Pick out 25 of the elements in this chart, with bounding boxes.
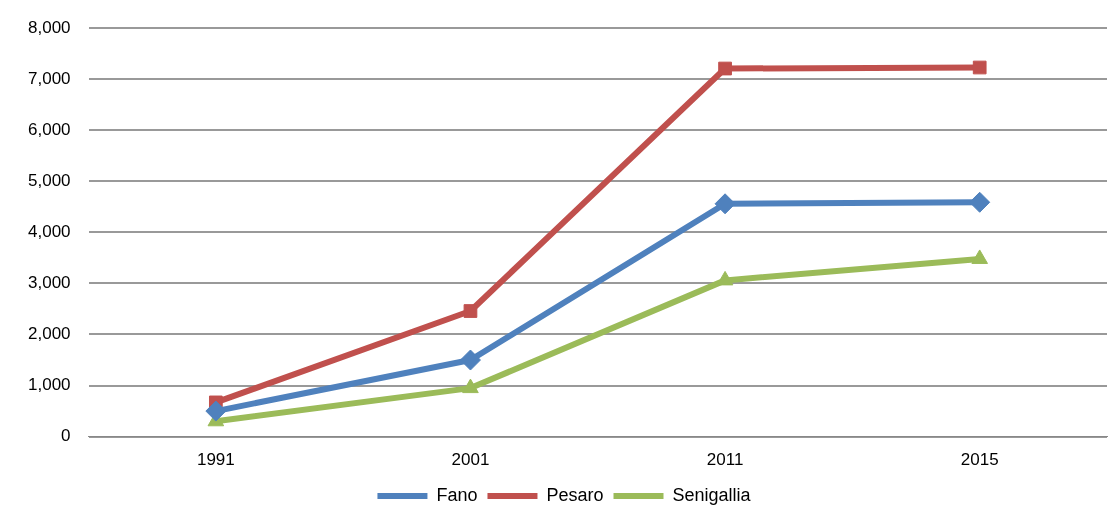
legend-label: Fano (436, 484, 478, 505)
y-tick-label: 7,000 (27, 68, 71, 88)
y-tick-label: 0 (61, 426, 71, 446)
point (972, 60, 987, 75)
y-tick-label: 4,000 (27, 222, 71, 242)
x-tick-label: 2015 (960, 450, 999, 470)
y-tick-label: 1,000 (27, 375, 71, 395)
point (718, 61, 732, 76)
point (714, 193, 736, 215)
y-tick-label: 2,000 (27, 324, 71, 344)
y-tick-label: 3,000 (27, 273, 71, 293)
point (463, 304, 478, 318)
legend-label: Senigallia (672, 484, 752, 505)
point (205, 400, 227, 422)
point (971, 249, 988, 264)
x-tick-label: 1991 (196, 450, 235, 470)
legend-label: Pesaro (546, 484, 604, 505)
y-tick-label: 6,000 (27, 119, 71, 139)
y-tick-label: 8,000 (27, 17, 71, 37)
point (459, 349, 481, 371)
point (969, 191, 991, 213)
x-tick-label: 2001 (451, 450, 490, 470)
y-tick-label: 5,000 (27, 171, 71, 191)
point (462, 378, 479, 394)
x-tick-label: 2011 (706, 450, 744, 470)
